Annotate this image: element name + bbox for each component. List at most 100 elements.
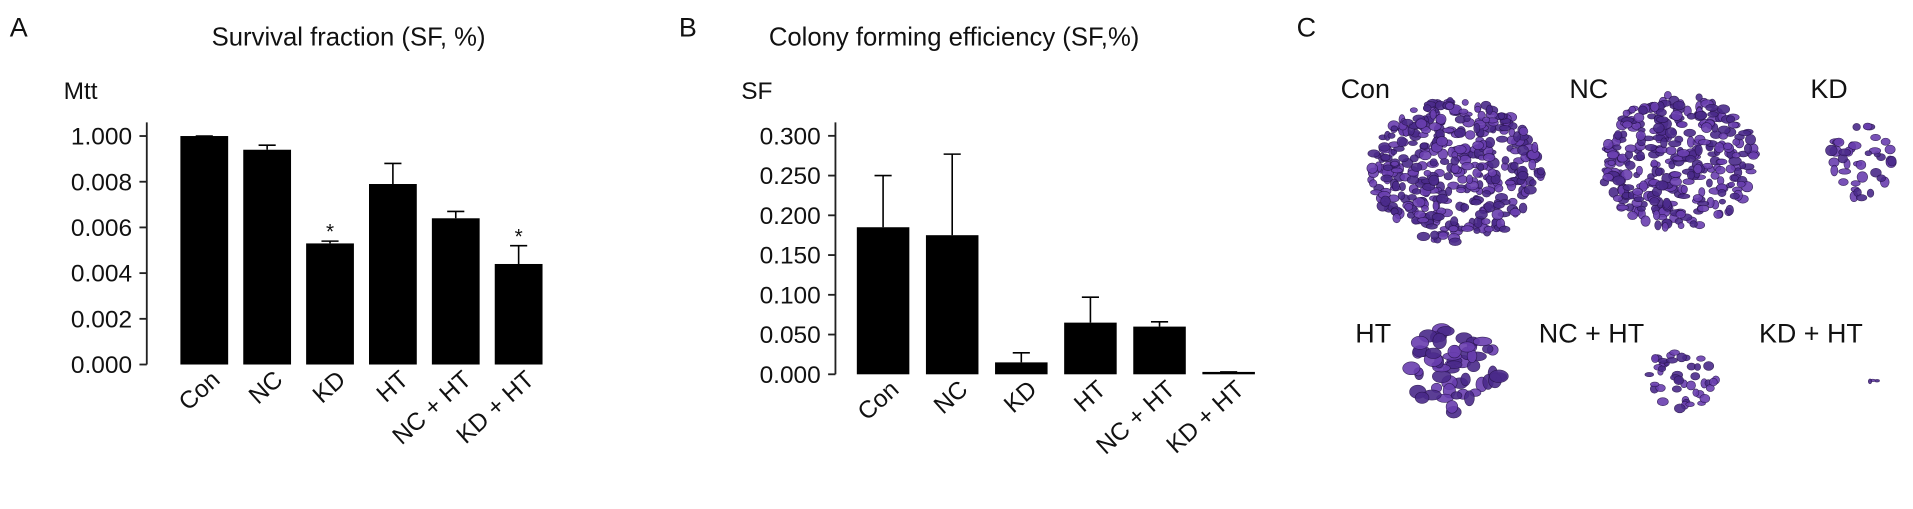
cell — [1855, 194, 1868, 202]
error-bar — [447, 210, 465, 219]
cell — [1657, 365, 1667, 372]
y-axis-label: Mtt — [64, 78, 98, 105]
cell — [1445, 102, 1455, 110]
cell — [1622, 184, 1635, 191]
cell — [1693, 163, 1703, 174]
cell — [1413, 210, 1426, 219]
cell — [1848, 141, 1862, 150]
cell — [1692, 388, 1700, 397]
cell — [1606, 150, 1619, 160]
bar — [1064, 322, 1117, 375]
cell — [1472, 336, 1493, 347]
cell — [1862, 122, 1873, 131]
cell — [1419, 142, 1429, 150]
cell — [1680, 185, 1688, 194]
cell — [1666, 357, 1678, 364]
cell — [1732, 138, 1741, 146]
cell — [1369, 179, 1378, 188]
cell — [1425, 347, 1442, 359]
cell — [1707, 111, 1719, 118]
cell — [1436, 193, 1449, 204]
cell — [1738, 130, 1752, 137]
cell — [1723, 142, 1733, 150]
cell — [1410, 162, 1423, 172]
cell — [1696, 355, 1706, 362]
cell — [1697, 204, 1710, 213]
cell — [1650, 381, 1660, 388]
x-tick-label: HT — [372, 366, 414, 408]
cell — [1838, 148, 1852, 157]
cell — [1391, 180, 1400, 192]
cell — [1529, 179, 1537, 187]
cell — [1683, 128, 1696, 137]
cell — [1636, 205, 1646, 212]
y-tick-label: 0.002 — [71, 306, 132, 333]
cell — [1445, 400, 1459, 414]
cell — [1725, 164, 1736, 174]
cell — [1457, 175, 1468, 184]
cell — [1685, 401, 1695, 407]
cell — [1662, 197, 1671, 209]
cell — [1482, 116, 1491, 124]
cell — [1473, 227, 1481, 234]
cell — [1710, 171, 1720, 180]
cell — [1491, 208, 1504, 221]
cell — [1661, 222, 1669, 232]
cell — [1402, 361, 1421, 376]
cell — [1390, 125, 1398, 132]
cell — [1856, 171, 1868, 183]
cell — [1876, 174, 1887, 182]
bar — [995, 362, 1048, 375]
cell — [1700, 122, 1713, 133]
cell — [1649, 197, 1660, 206]
cell — [1716, 158, 1728, 165]
cell — [1852, 123, 1861, 131]
cell — [1450, 391, 1463, 400]
cell — [1366, 162, 1378, 174]
cell — [1380, 195, 1391, 207]
cell — [1430, 230, 1440, 240]
cell — [1458, 108, 1469, 115]
cell — [1460, 203, 1470, 212]
cell — [1744, 143, 1752, 154]
significance-marker: * — [326, 221, 334, 244]
cell — [1674, 403, 1686, 414]
cell — [1431, 213, 1445, 221]
cell — [1477, 163, 1485, 172]
cell — [1461, 99, 1469, 106]
cell — [1694, 110, 1708, 120]
cell — [1482, 190, 1492, 198]
y-tick-label: 0.000 — [760, 362, 821, 389]
error-bar — [1012, 352, 1030, 363]
cell — [1447, 344, 1462, 359]
cell — [1676, 121, 1688, 128]
cell — [1694, 363, 1701, 371]
cell — [1867, 378, 1873, 385]
cell — [1612, 194, 1623, 202]
bar — [306, 243, 354, 365]
y-tick-label: 0.100 — [760, 282, 821, 309]
cell — [1748, 151, 1759, 160]
bar — [1133, 326, 1186, 375]
cell — [1517, 145, 1529, 156]
cell — [1624, 144, 1637, 153]
cell — [1463, 114, 1471, 122]
cell — [1870, 134, 1881, 141]
cell — [1884, 144, 1896, 155]
cell — [1458, 341, 1476, 353]
image-label: HT — [1355, 318, 1391, 348]
y-tick-label: 0.200 — [760, 203, 821, 230]
cell — [1415, 118, 1428, 129]
error-bar — [874, 174, 892, 228]
cell — [1436, 136, 1448, 147]
cell — [1614, 130, 1622, 140]
cell — [1729, 192, 1740, 200]
cell — [1612, 144, 1622, 151]
cell — [1636, 165, 1643, 176]
cell — [1421, 205, 1429, 212]
chart-title: Colony forming efficiency (SF,%) — [769, 23, 1139, 51]
cell — [1460, 372, 1471, 387]
cell — [1699, 394, 1711, 404]
cell — [1715, 165, 1726, 175]
cell — [1656, 116, 1669, 123]
